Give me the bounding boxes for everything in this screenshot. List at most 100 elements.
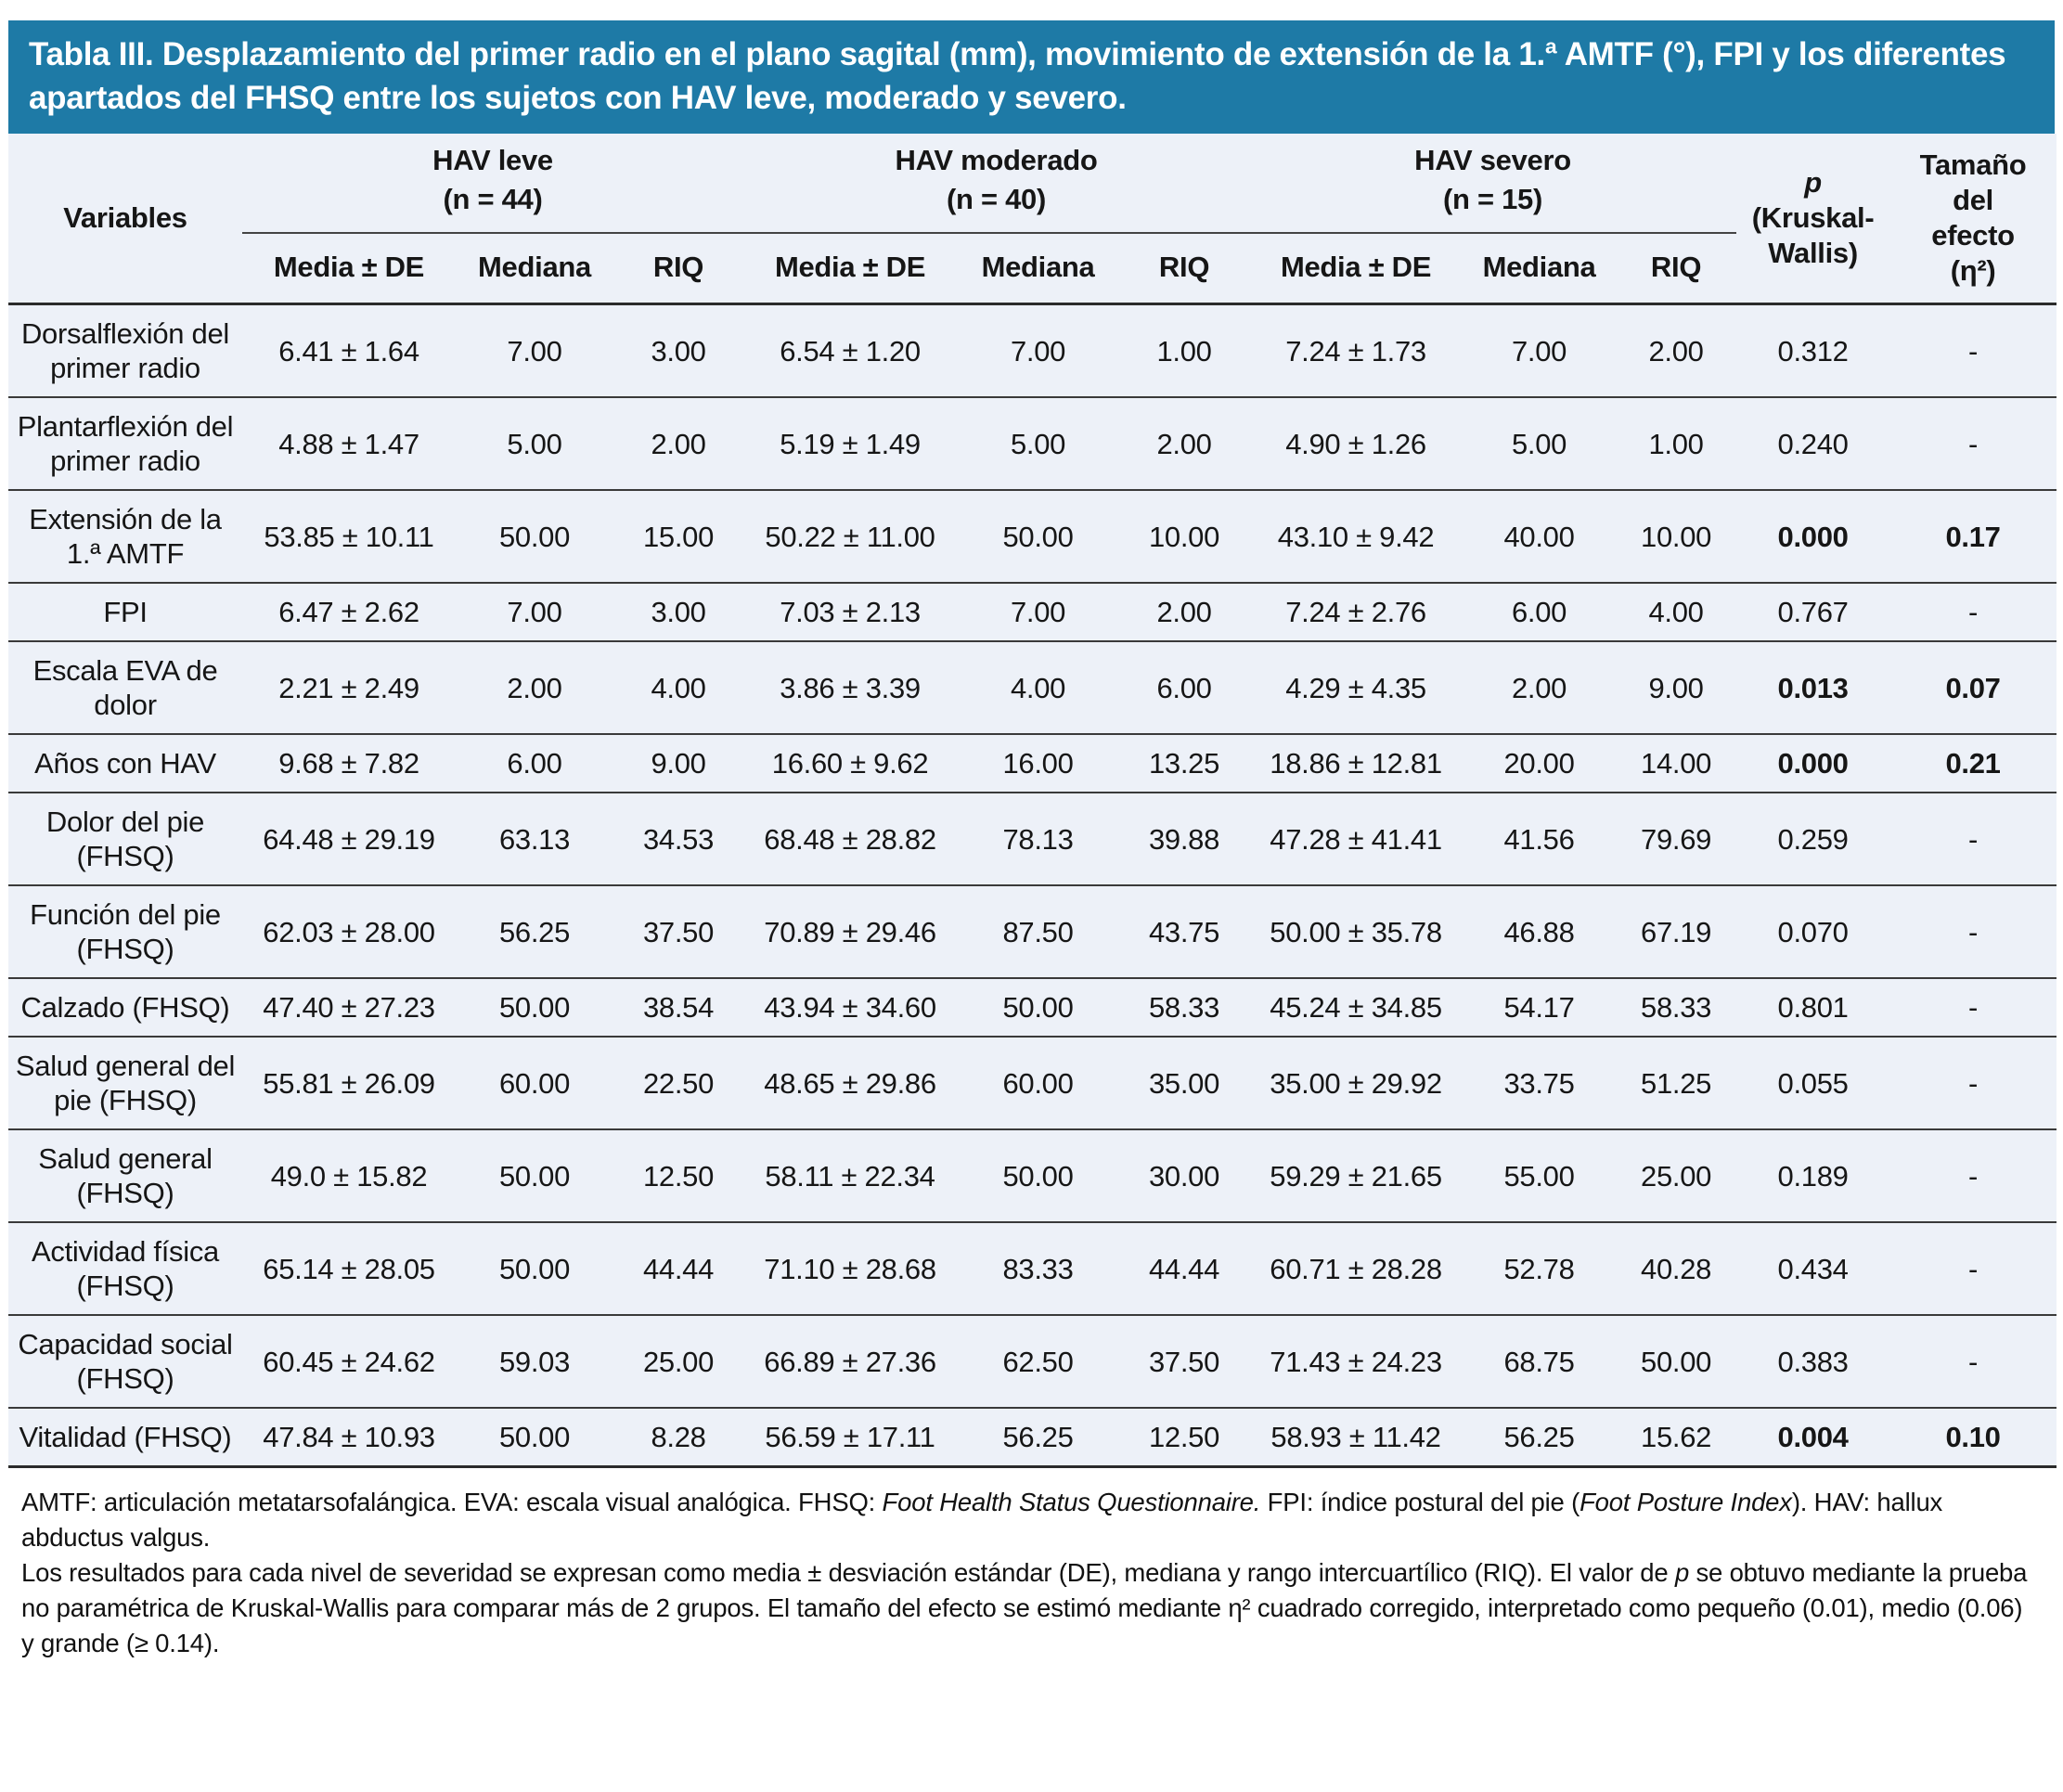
variable-label: Años con HAV	[8, 734, 242, 793]
value-cell: 13.25	[1119, 734, 1250, 793]
value-cell: 15.62	[1616, 1408, 1737, 1468]
value-cell: 35.00	[1119, 1037, 1250, 1130]
value-cell: 71.43 ± 24.23	[1249, 1315, 1463, 1409]
value-cell: 37.50	[613, 885, 744, 979]
value-cell: 3.00	[613, 303, 744, 398]
value-cell: 7.00	[957, 583, 1120, 642]
subheader-riq: RIQ	[613, 233, 744, 305]
value-cell: 68.75	[1463, 1315, 1617, 1409]
value-cell: 4.00	[957, 641, 1120, 735]
value-cell: 49.0 ± 15.82	[242, 1129, 456, 1223]
value-cell: 51.25	[1616, 1037, 1737, 1130]
value-cell: 8.28	[613, 1408, 744, 1468]
variables-header: Variables	[8, 134, 242, 305]
effect-header-line: Tamaño	[1919, 148, 2027, 181]
group-n: (n = 40)	[947, 183, 1047, 215]
p-kruskal-wallis-header: p (Kruskal- Wallis)	[1736, 134, 1890, 305]
variable-label: Capacidad social (FHSQ)	[8, 1315, 242, 1409]
value-cell: 58.93 ± 11.42	[1249, 1408, 1463, 1468]
value-cell: 50.00 ± 35.78	[1249, 885, 1463, 979]
table-row: Salud general del pie (FHSQ) 55.81 ± 26.0…	[8, 1037, 2057, 1130]
table-row: Función del pie (FHSQ) 62.03 ± 28.00 56.25…	[8, 885, 2057, 979]
subheader-media-de: Media ± DE	[1249, 233, 1463, 305]
value-cell: 33.75	[1463, 1037, 1617, 1130]
value-cell: 44.44	[613, 1222, 744, 1316]
table-row: Actividad física (FHSQ) 65.14 ± 28.05 50.0…	[8, 1222, 2057, 1316]
subheader-riq: RIQ	[1616, 233, 1737, 305]
effect-size-cell: 0.17	[1889, 490, 2057, 584]
value-cell: 56.59 ± 17.11	[743, 1408, 958, 1468]
value-cell: 50.00	[456, 1222, 613, 1316]
variable-label: Salud general del pie (FHSQ)	[8, 1037, 242, 1130]
variable-label: Escala EVA de dolor	[8, 641, 242, 735]
effect-size-cell: 0.10	[1889, 1408, 2057, 1468]
value-cell: 56.25	[1463, 1408, 1617, 1468]
value-cell: 4.00	[1616, 583, 1737, 642]
data-table: Variables HAV leve (n = 44) HAV moderado…	[8, 134, 2057, 1468]
effect-size-cell: -	[1889, 583, 2057, 642]
effect-size-cell: -	[1889, 885, 2057, 979]
value-cell: 46.88	[1463, 885, 1617, 979]
value-cell: 54.17	[1463, 978, 1617, 1038]
effect-size-cell: 0.21	[1889, 734, 2057, 793]
group-name: HAV moderado	[895, 144, 1098, 176]
effect-size-cell: -	[1889, 1129, 2057, 1223]
page: Tabla III. Desplazamiento del primer rad…	[8, 20, 2057, 1657]
value-cell: 4.90 ± 1.26	[1249, 397, 1463, 491]
value-cell: 30.00	[1119, 1129, 1250, 1223]
value-cell: 64.48 ± 29.19	[242, 793, 456, 886]
effect-size-cell: -	[1889, 1315, 2057, 1409]
value-cell: 10.00	[1616, 490, 1737, 584]
value-cell: 50.00	[957, 1129, 1120, 1223]
p-value-cell: 0.259	[1736, 793, 1890, 886]
p-value-cell: 0.004	[1736, 1408, 1890, 1468]
value-cell: 65.14 ± 28.05	[242, 1222, 456, 1316]
p-value-cell: 0.000	[1736, 734, 1890, 793]
value-cell: 20.00	[1463, 734, 1617, 793]
value-cell: 60.71 ± 28.28	[1249, 1222, 1463, 1316]
value-cell: 6.47 ± 2.62	[242, 583, 456, 642]
group-header-hav-leve: HAV leve (n = 44)	[242, 134, 744, 234]
subheader-mediana: Mediana	[957, 233, 1120, 305]
table-row: Años con HAV 9.68 ± 7.82 6.00 9.00 16.60 ± 9…	[8, 734, 2057, 793]
value-cell: 4.00	[613, 641, 744, 735]
value-cell: 7.00	[1463, 303, 1617, 398]
value-cell: 2.00	[613, 397, 744, 491]
group-header-hav-severo: HAV severo (n = 15)	[1249, 134, 1737, 234]
p-value-cell: 0.801	[1736, 978, 1890, 1038]
value-cell: 52.78	[1463, 1222, 1617, 1316]
value-cell: 12.50	[613, 1129, 744, 1223]
group-n: (n = 15)	[1443, 183, 1543, 215]
value-cell: 6.54 ± 1.20	[743, 303, 958, 398]
p-symbol: p	[1804, 166, 1822, 199]
value-cell: 16.00	[957, 734, 1120, 793]
value-cell: 16.60 ± 9.62	[743, 734, 958, 793]
table-row: Plantarflexión del primer radio 4.88 ± 1.…	[8, 397, 2057, 491]
value-cell: 43.94 ± 34.60	[743, 978, 958, 1038]
effect-size-cell: -	[1889, 978, 2057, 1038]
value-cell: 1.00	[1616, 397, 1737, 491]
table-row: Dolor del pie (FHSQ) 64.48 ± 29.19 63.13 34…	[8, 793, 2057, 886]
value-cell: 79.69	[1616, 793, 1737, 886]
value-cell: 55.81 ± 26.09	[242, 1037, 456, 1130]
table-row: Salud general (FHSQ) 49.0 ± 15.82 50.00 12.…	[8, 1129, 2057, 1223]
p-value-cell: 0.000	[1736, 490, 1890, 584]
value-cell: 60.45 ± 24.62	[242, 1315, 456, 1409]
value-cell: 87.50	[957, 885, 1120, 979]
value-cell: 50.00	[957, 490, 1120, 584]
value-cell: 22.50	[613, 1037, 744, 1130]
p-value-cell: 0.312	[1736, 303, 1890, 398]
table-row: Escala EVA de dolor 2.21 ± 2.49 2.00 4.00 3.…	[8, 641, 2057, 735]
table-row: Calzado (FHSQ) 47.40 ± 27.23 50.00 38.54 43.…	[8, 978, 2057, 1038]
table-body: Dorsalflexión del primer radio 6.41 ± 1.6…	[8, 303, 2057, 1468]
p-value-cell: 0.189	[1736, 1129, 1890, 1223]
value-cell: 55.00	[1463, 1129, 1617, 1223]
value-cell: 40.00	[1463, 490, 1617, 584]
variable-label: Salud general (FHSQ)	[8, 1129, 242, 1223]
value-cell: 2.00	[1616, 303, 1737, 398]
value-cell: 59.03	[456, 1315, 613, 1409]
value-cell: 25.00	[1616, 1129, 1737, 1223]
effect-header-line: del	[1953, 184, 1993, 216]
table-row: Extensión de la 1.ª AMTF 53.85 ± 10.11 50.…	[8, 490, 2057, 584]
value-cell: 50.00	[456, 490, 613, 584]
